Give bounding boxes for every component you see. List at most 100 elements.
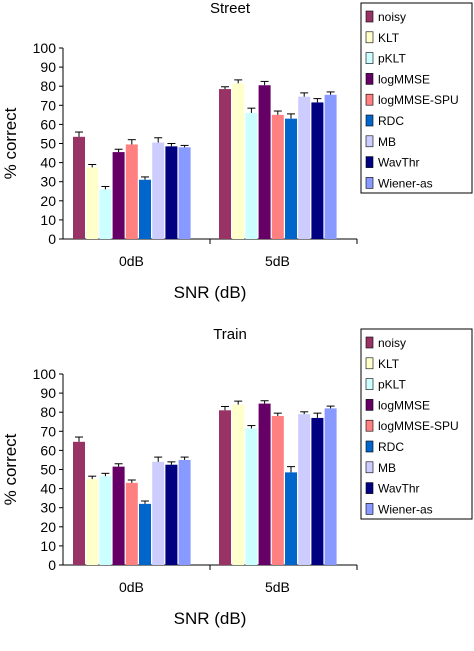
y-tick-label: 60 bbox=[40, 442, 56, 458]
legend-label: Wiener-as bbox=[378, 502, 433, 516]
bar-wiener-as-5db bbox=[324, 408, 337, 565]
y-tick-label: 40 bbox=[40, 481, 56, 497]
x-category-label: 0dB bbox=[119, 253, 144, 269]
legend-swatch bbox=[365, 177, 374, 189]
legend-swatch bbox=[365, 10, 374, 23]
y-tick-label: 0 bbox=[48, 231, 56, 247]
legend-label: logMMSE bbox=[378, 398, 430, 412]
legend-swatch bbox=[365, 52, 374, 64]
x-category-label: 5dB bbox=[265, 253, 290, 269]
legend-swatch bbox=[365, 378, 374, 390]
legend-label: RDC bbox=[378, 114, 404, 128]
bar-logmmse-spu-0db bbox=[125, 144, 138, 239]
bar-wiener-as-0db bbox=[178, 147, 191, 239]
legend-swatch bbox=[365, 461, 374, 474]
bar-wavthr-5db bbox=[311, 102, 324, 239]
y-axis-title: % correct bbox=[1, 433, 20, 505]
y-tick-label: 20 bbox=[40, 193, 56, 209]
y-tick-label: 90 bbox=[40, 59, 56, 75]
bar-klt-5db bbox=[232, 404, 245, 565]
y-tick-label: 100 bbox=[33, 40, 57, 56]
legend-label: noisy bbox=[378, 10, 406, 24]
bar-mb-0db bbox=[152, 142, 165, 239]
bar-wavthr-0db bbox=[165, 146, 178, 239]
legend-label: noisy bbox=[378, 336, 406, 350]
bar-mb-5db bbox=[298, 96, 311, 239]
bar-logmmse-0db bbox=[112, 152, 125, 239]
legend-swatch bbox=[365, 440, 374, 453]
bar-noisy-0db bbox=[73, 136, 85, 239]
bar-rdc-0db bbox=[139, 503, 151, 565]
y-tick-label: 100 bbox=[33, 366, 57, 382]
legend-swatch bbox=[365, 73, 374, 85]
legend-label: pKLT bbox=[378, 378, 406, 392]
legend-swatch bbox=[365, 114, 374, 127]
street-chart: Street 0 10 20 30 40 50 60 70 80 90 100 0dB 5dB SNR (d… bbox=[0, 0, 474, 325]
legend-label: RDC bbox=[378, 440, 404, 454]
legend-swatch bbox=[365, 336, 374, 349]
legend-swatch bbox=[365, 399, 374, 411]
bar-pklt-0db bbox=[99, 476, 112, 565]
bar-pklt-0db bbox=[99, 189, 112, 239]
y-tick-label: 30 bbox=[40, 174, 56, 190]
y-tick-label: 60 bbox=[40, 116, 56, 132]
bar-logmmse-spu-5db bbox=[271, 114, 284, 239]
legend-swatch bbox=[365, 419, 374, 432]
y-tick-label: 40 bbox=[40, 155, 56, 171]
bar-logmmse-spu-5db bbox=[271, 416, 284, 565]
legend-label: WavThr bbox=[378, 482, 420, 496]
bar-wiener-as-0db bbox=[178, 459, 191, 565]
legend-label: logMMSE-SPU bbox=[378, 419, 459, 433]
bar-wavthr-5db bbox=[311, 417, 324, 565]
legend-box bbox=[360, 2, 473, 194]
bar-pklt-5db bbox=[245, 112, 258, 239]
legend-label: WavThr bbox=[378, 156, 420, 170]
x-axis-title: SNR (dB) bbox=[174, 283, 247, 302]
legend-swatch bbox=[365, 482, 374, 494]
y-tick-label: 10 bbox=[40, 212, 56, 228]
bar-klt-0db bbox=[86, 167, 99, 239]
bar-logmmse-spu-0db bbox=[125, 482, 138, 565]
y-tick-label: 80 bbox=[40, 404, 56, 420]
bar-rdc-5db bbox=[285, 118, 297, 239]
legend: noisy KLT pKLT logMMSE logMMSE-SPU RDC MB WavTh… bbox=[360, 2, 473, 194]
train-chart-svg: Train 0 10 20 30 40 50 60 70 80 90 100 0dB 5dB SNR (dB… bbox=[1, 326, 473, 628]
x-category-label: 0dB bbox=[119, 579, 144, 595]
legend-swatch bbox=[365, 31, 374, 44]
bar-noisy-5db bbox=[219, 89, 231, 239]
legend-label: KLT bbox=[378, 31, 400, 45]
chart-title: Train bbox=[213, 326, 247, 343]
bar-klt-0db bbox=[86, 479, 99, 565]
bar-mb-0db bbox=[152, 461, 165, 565]
y-tick-label: 90 bbox=[40, 385, 56, 401]
y-tick-label: 50 bbox=[40, 136, 56, 152]
bar-logmmse-5db bbox=[258, 403, 271, 565]
x-category-label: 5dB bbox=[265, 579, 290, 595]
legend-label: logMMSE bbox=[378, 72, 430, 86]
legend-swatch bbox=[365, 357, 374, 370]
legend-label: logMMSE-SPU bbox=[378, 93, 459, 107]
legend-label: KLT bbox=[378, 357, 400, 371]
bar-mb-5db bbox=[298, 414, 311, 565]
bar-wiener-as-5db bbox=[324, 94, 337, 239]
legend-label: pKLT bbox=[378, 52, 406, 66]
y-tick-label: 70 bbox=[40, 423, 56, 439]
street-chart-svg: Street 0 10 20 30 40 50 60 70 80 90 100 0dB 5dB SNR (d… bbox=[1, 0, 473, 302]
legend-swatch bbox=[365, 93, 374, 106]
bar-noisy-0db bbox=[73, 441, 85, 565]
bar-noisy-5db bbox=[219, 410, 231, 565]
bar-rdc-0db bbox=[139, 179, 151, 239]
train-chart: Train 0 10 20 30 40 50 60 70 80 90 100 0dB 5dB SNR (dB… bbox=[0, 326, 474, 651]
legend: noisy KLT pKLT logMMSE logMMSE-SPU RDC MB WavTh… bbox=[360, 328, 473, 520]
y-tick-label: 50 bbox=[40, 462, 56, 478]
bar-pklt-5db bbox=[245, 428, 258, 565]
bar-wavthr-0db bbox=[165, 464, 178, 565]
bar-logmmse-5db bbox=[258, 85, 271, 240]
bar-klt-5db bbox=[232, 83, 245, 240]
y-axis-title: % correct bbox=[1, 107, 20, 179]
x-axis-title: SNR (dB) bbox=[174, 609, 247, 628]
y-tick-label: 0 bbox=[48, 557, 56, 573]
legend-box bbox=[360, 328, 473, 520]
chart-title: Street bbox=[210, 0, 251, 17]
y-tick-label: 80 bbox=[40, 78, 56, 94]
